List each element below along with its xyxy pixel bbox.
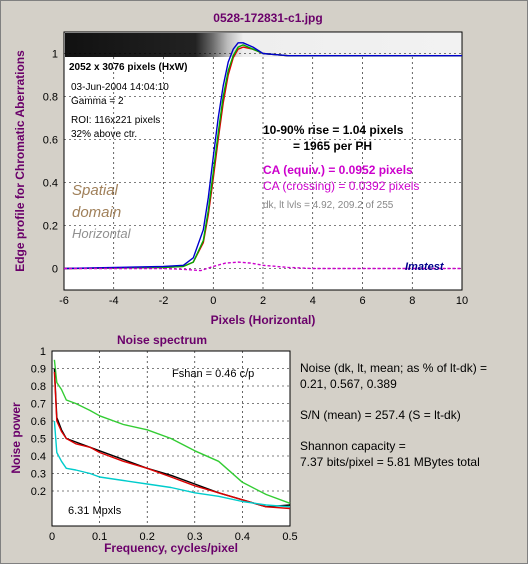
noise-line-2: 0.21, 0.567, 0.389: [300, 377, 397, 391]
y-tick-label: 0: [52, 264, 58, 276]
y-tick-label: 0.6: [31, 416, 46, 428]
x-tick-label: 6: [359, 295, 365, 307]
ca-equiv-text: CA (equiv.) = 0.0952 pixels: [263, 163, 413, 177]
series-line: [53, 371, 291, 510]
y-tick-label: 0.9: [31, 364, 46, 376]
noise-x-ticks: 0 0.1 0.2 0.3 0.4 0.5: [49, 531, 298, 543]
fshan-text: Fshan = 0.46 c/p: [172, 368, 254, 380]
noise-grid: [52, 351, 290, 526]
shannon-line-2: 7.37 bits/pixel = 5.81 MBytes total: [300, 455, 480, 469]
window-title: 0528-172831-c1.jpg: [213, 11, 322, 25]
y-tick-label: 0.3: [31, 469, 46, 481]
roi-position-text: 32% above ctr.: [71, 129, 137, 140]
y-tick-label: 0.2: [31, 486, 46, 498]
image-size-text: 2052 x 3076 pixels (HxW): [69, 62, 187, 73]
domain-label: domain: [72, 204, 121, 221]
x-tick-label: 0: [210, 295, 216, 307]
x-tick-label: 0.4: [235, 531, 250, 543]
noise-panel: Noise spectrum 0 0.1 0.2 0.3 0.4 0.5 0.20.30.…: [9, 333, 298, 555]
edge-panel: -6 -4 -2 0 2 4 6 8 10 0 0.2 0.4 0.6 0.8 1 2052 x 3076…: [13, 31, 468, 327]
x-tick-label: -6: [59, 295, 69, 307]
edge-y-label: Edge profile for Chromatic Aberrations: [13, 50, 27, 272]
sn-line: S/N (mean) = 257.4 (S = lt-dk): [300, 408, 461, 422]
noise-series: [53, 359, 291, 510]
shannon-line-1: Shannon capacity =: [300, 439, 406, 453]
y-tick-label: 0.8: [31, 381, 46, 393]
brand-label: Imatest: [405, 261, 445, 273]
mpxls-text: 6.31 Mpxls: [68, 505, 122, 517]
edge-y-ticks: 0 0.2 0.4 0.6 0.8 1: [43, 49, 58, 276]
y-tick-label: 0.4: [43, 178, 58, 190]
y-tick-label: 0.8: [43, 92, 58, 104]
rise-text: 10-90% rise = 1.04 pixels: [263, 123, 404, 137]
y-tick-label: 0.7: [31, 399, 46, 411]
x-tick-label: 10: [456, 295, 468, 307]
direction-label: Horizontal: [72, 226, 132, 241]
x-tick-label: 2: [260, 295, 266, 307]
spatial-label: Spatial: [72, 182, 119, 199]
noise-line-1: Noise (dk, lt, mean; as % of lt-dk) =: [300, 361, 487, 375]
y-tick-label: 0.4: [31, 451, 46, 463]
series-line: [63, 42, 462, 270]
x-tick-label: 0.5: [282, 531, 297, 543]
x-tick-label: 0.1: [92, 531, 107, 543]
noise-x-label: Frequency, cycles/pixel: [104, 541, 238, 555]
noise-title: Noise spectrum: [117, 333, 207, 347]
y-tick-label: 1: [52, 49, 58, 61]
roi-text: ROI: 116x221 pixels: [71, 115, 160, 126]
x-tick-label: 0.3: [187, 531, 202, 543]
series-line: [53, 420, 291, 508]
edge-series: [63, 42, 462, 272]
y-tick-label: 0.6: [43, 135, 58, 147]
noise-y-label: Noise power: [9, 402, 23, 474]
noise-y-ticks: 0.2 0.3 0.4 0.5 0.6 0.7 0.8 0.9 1: [31, 346, 46, 498]
x-tick-label: -4: [109, 295, 119, 307]
rise-per-ph-text: = 1965 per PH: [293, 139, 372, 153]
series-line: [64, 261, 462, 272]
x-tick-label: 4: [310, 295, 316, 307]
y-tick-label: 0.2: [43, 221, 58, 233]
date-text: 03-Jun-2004 14:04:10: [71, 82, 169, 93]
y-tick-label: 1: [40, 346, 46, 358]
gamma-text: Gamma = 2: [71, 96, 124, 107]
edge-x-label: Pixels (Horizontal): [211, 313, 316, 327]
x-tick-label: -2: [159, 295, 169, 307]
ca-crossing-text: CA (crossing) = 0.0392 pixels: [263, 179, 419, 193]
x-tick-label: 8: [409, 295, 415, 307]
dk-lt-levels-text: dk, lt lvls = 4.92, 209.2 of 255: [263, 200, 394, 211]
x-tick-label: 0.2: [140, 531, 155, 543]
x-tick-label: 0: [49, 531, 55, 543]
noise-stats: Noise (dk, lt, mean; as % of lt-dk) = 0.…: [300, 361, 487, 469]
y-tick-label: 0.5: [31, 434, 46, 446]
edge-x-ticks: -6 -4 -2 0 2 4 6 8 10: [59, 295, 468, 307]
series-line: [53, 359, 291, 504]
